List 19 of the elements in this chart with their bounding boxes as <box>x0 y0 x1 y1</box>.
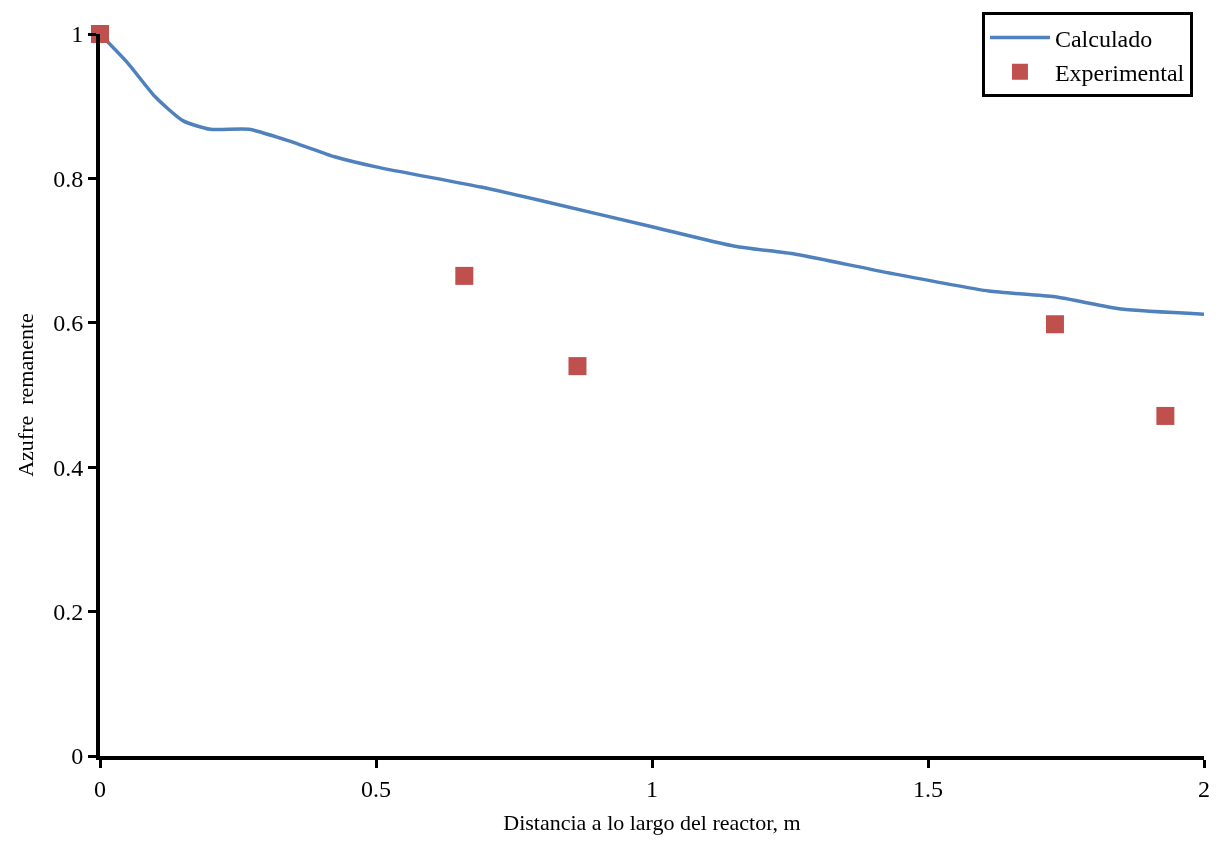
x-tick-label: 0.5 <box>361 775 391 802</box>
y-tick-label: 0.4 <box>53 454 84 481</box>
point <box>455 266 474 285</box>
x-axis-title: Distancia a lo largo del reactor, m <box>503 810 801 836</box>
point <box>1045 315 1064 334</box>
y-tick-label: 0.8 <box>53 165 84 192</box>
x-tick-label: 0 <box>94 775 106 802</box>
x-tick-label: 1.5 <box>913 775 943 802</box>
legend-label: Experimental <box>1054 60 1185 86</box>
point <box>1156 406 1175 425</box>
y-tick-label: 1 <box>71 21 84 48</box>
y-axis-title: Azufre remanente <box>12 313 38 477</box>
x-tick-label: 1 <box>646 775 658 802</box>
x-tick-label: 2 <box>1198 775 1210 802</box>
point <box>568 357 587 376</box>
y-tick-label: 0 <box>71 743 84 770</box>
y-tick-label: 0.6 <box>53 310 84 337</box>
legend-label: Calculado <box>1054 25 1153 52</box>
y-tick-label: 0.2 <box>53 599 84 625</box>
